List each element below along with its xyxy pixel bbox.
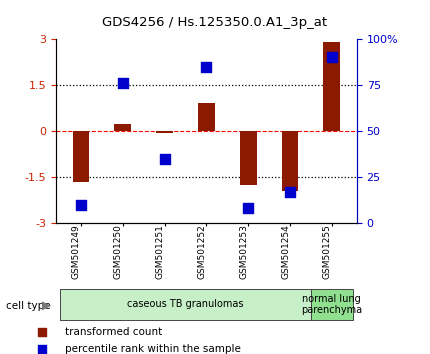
Point (161, 156, 168, 161)
Bar (156, 131, 173, 132)
Text: GSM501249: GSM501249 (72, 224, 81, 279)
Point (245, 205, 252, 211)
Point (120, 80, 126, 86)
Text: GSM501252: GSM501252 (197, 224, 206, 279)
Text: percentile rank within the sample: percentile rank within the sample (65, 344, 241, 354)
Text: normal lung
parenchyma: normal lung parenchyma (301, 293, 362, 315)
Point (326, 139, 332, 145)
Bar (323, 42, 340, 131)
Point (286, 189, 293, 195)
Text: cell type: cell type (6, 301, 51, 311)
Text: GSM501250: GSM501250 (114, 224, 123, 279)
Point (329, 55, 335, 60)
Bar (114, 124, 131, 131)
Text: ▶: ▶ (42, 300, 51, 313)
Text: GDS4256 / Hs.125350.0.A1_3p_at: GDS4256 / Hs.125350.0.A1_3p_at (102, 16, 328, 29)
Text: GSM501255: GSM501255 (323, 224, 332, 279)
Text: GSM501251: GSM501251 (156, 224, 165, 279)
Text: GSM501254: GSM501254 (281, 224, 290, 279)
Bar (198, 103, 215, 131)
Bar (73, 131, 89, 182)
Text: GSM501253: GSM501253 (239, 224, 248, 279)
FancyBboxPatch shape (311, 289, 353, 320)
Point (326, 287, 332, 292)
FancyBboxPatch shape (60, 289, 311, 320)
Bar (240, 131, 257, 185)
Point (203, 64, 210, 69)
Point (77, 202, 84, 207)
Text: caseous TB granulomas: caseous TB granulomas (127, 299, 244, 309)
Bar (282, 131, 298, 191)
Text: transformed count: transformed count (65, 327, 162, 337)
